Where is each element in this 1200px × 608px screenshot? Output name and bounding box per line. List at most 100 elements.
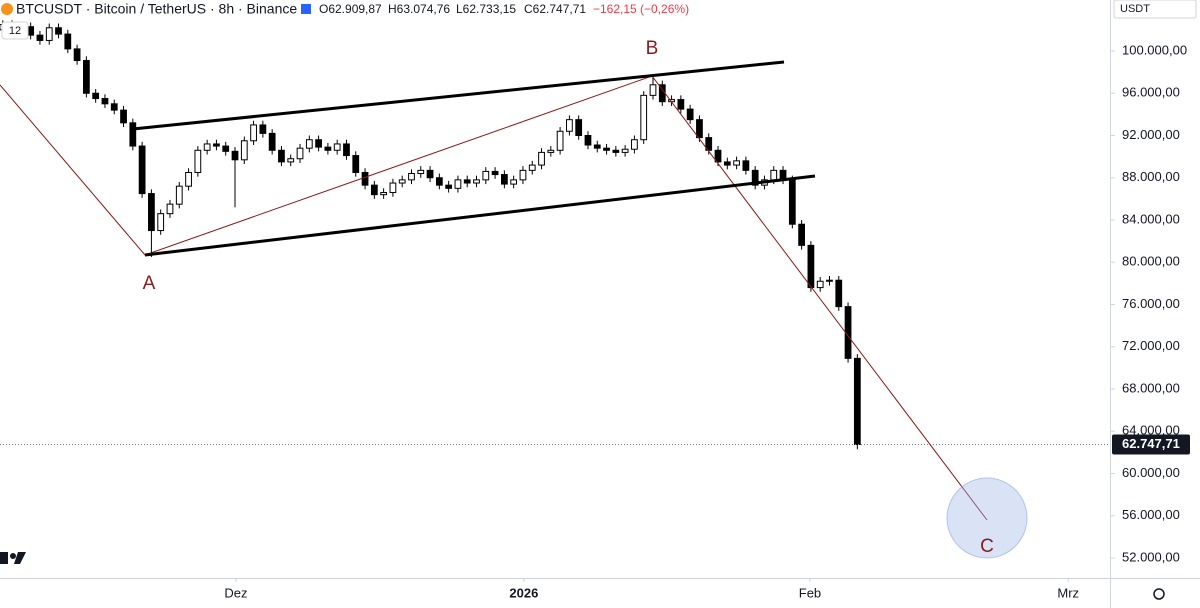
y-tick-label: 64.000,00 [1122,423,1180,438]
candle-body [826,279,833,282]
candle-body [435,177,443,186]
candle-body [222,145,230,152]
x-tick-label: 2026 [509,585,538,600]
candle-body [649,84,657,96]
currency-button[interactable] [1113,0,1197,19]
y-tick-label: 80.000,00 [1122,254,1180,269]
indicator-badge[interactable] [1,21,29,40]
candle-body [696,119,703,139]
candle-body [157,213,165,232]
candle-body [305,139,313,149]
ohlc-low: L62.733,15 [456,2,516,16]
candle-body [398,179,406,184]
channel-upper [132,60,785,131]
y-tick-label: 60.000,00 [1122,465,1180,480]
wave-label: C [980,536,994,557]
header-bg [0,0,700,20]
candle-body [640,94,648,141]
ohlc-close: C62.747,71 [524,2,586,16]
candle-body [213,143,220,147]
candle-body [389,182,397,194]
symbol-icon [1,3,13,15]
candle-body [370,184,378,196]
candle-body [250,124,257,142]
logo-part [14,552,26,564]
candle-body [27,26,35,36]
candle-body [324,146,332,151]
candle-body [798,223,805,246]
last-price-label: 62.747,71 [1122,436,1180,451]
candle-body [45,27,53,41]
candle-body [296,147,304,160]
candle-body [166,203,174,215]
currency: USDT [1120,3,1150,15]
candle-body [463,179,471,184]
target-zone [946,477,1028,559]
candle-body [556,130,564,151]
candle-body [175,185,183,205]
settings-icon[interactable] [1153,588,1165,600]
logo [0,552,26,564]
candle-body [36,34,44,41]
candle-body [426,169,434,179]
x-tick-label: Feb [799,585,821,600]
candle-body [129,122,137,147]
candle-body [55,27,62,35]
candle-body [417,169,425,175]
candle-body [231,150,239,161]
logo-part [0,552,8,564]
candle-body [835,279,843,308]
candle-body [612,149,620,153]
y-tick-label: 56.000,00 [1122,507,1180,522]
wave-label: B [646,38,659,59]
candle-body [723,161,731,166]
indicator-count: 12 [9,25,21,37]
candle-body [73,48,81,62]
candle-body [380,192,388,196]
y-tick-label: 72.000,00 [1122,338,1180,353]
candle-body [240,140,248,161]
candle-body [148,193,155,232]
y-tick-label: 96.000,00 [1122,85,1180,100]
y-tick-label: 52.000,00 [1122,549,1180,564]
candle-body [268,132,276,151]
candle-body [538,151,545,166]
candle-body [510,179,518,185]
candle-body [278,149,285,163]
candle-body [816,280,824,289]
candle-body [686,108,694,121]
candle-body [491,170,499,176]
candle-body [473,179,480,184]
candle-body [742,160,750,171]
last-price-tag [1112,434,1190,455]
y-tick-label: 100.000,00 [1122,42,1187,57]
candle-body [593,144,601,149]
candle-body [733,160,740,166]
candle-body [445,184,453,189]
candle-body [259,124,267,134]
candle-body [584,134,592,146]
candle-body [287,158,295,163]
change: −162,15 (−0,26%) [593,2,689,16]
candle-body [547,149,555,153]
y-tick-label: 88.000,00 [1122,169,1180,184]
wave-label: A [143,273,156,294]
candle-body [575,119,583,136]
channel-lower [144,174,816,257]
candle-body [853,357,861,445]
candle-body [807,244,815,289]
drawings: A B C [0,38,1028,559]
y-tick-label: 84.000,00 [1122,211,1180,226]
candle-body [361,171,369,186]
x-tick-label: Mrz [1057,585,1079,600]
candle-body [333,143,341,151]
candle-body [352,155,360,173]
y-tick-label: 68.000,00 [1122,380,1180,395]
price-overlay: 52.000,00 56.000,00 60.000,00 64.000,00 68.0… [224,42,1190,600]
currency-box[interactable]: USDT [1113,0,1197,19]
candle-body [203,143,211,151]
candle-body [566,119,573,132]
symbol: BTCUSDT · Bitcoin / TetherUS · 8h · Bina… [16,1,297,17]
